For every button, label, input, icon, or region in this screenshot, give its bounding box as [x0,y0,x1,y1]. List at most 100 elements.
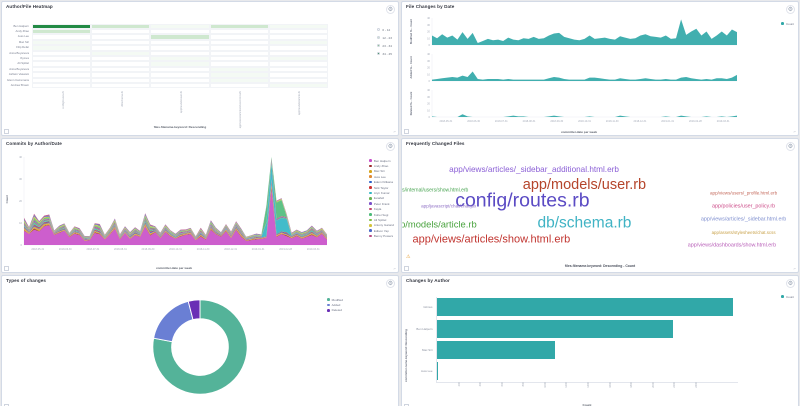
heatmap-cell[interactable] [32,45,92,51]
gear-icon[interactable]: ⚙ [786,5,795,14]
legend-item[interactable]: Deleted [327,308,343,312]
types-legend[interactable]: Modified Added Deleted [327,298,343,312]
gear-icon[interactable]: ⚙ [386,5,395,14]
commits-legend[interactable]: Ben Halpern Andy Zhao Mac Siri Jess Lee Edem… [369,159,394,238]
heatmap-cell[interactable] [209,82,269,89]
byauthor-bars[interactable] [436,297,738,382]
legend-item[interactable]: Mac Siri [369,169,394,173]
heatmap-cell[interactable] [209,61,269,67]
gear-icon[interactable]: ⚙ [386,279,395,288]
legend-item[interactable]: Ben Halpern [369,159,394,163]
heatmap-cell[interactable] [91,66,151,73]
wordcloud-word[interactable]: app/assets/stylesheets/chat.scss [711,229,776,235]
legend-item[interactable]: Edem Kilikana [369,180,394,184]
heatmap-cell[interactable] [32,39,92,46]
panel-corner-icon[interactable]: ⌐ [393,129,396,134]
heatmap-cell[interactable] [150,50,210,56]
donut-slice[interactable] [187,299,201,320]
heatmap-cell[interactable] [209,45,269,51]
heatmap-cell[interactable] [209,77,269,83]
heatmap-cell[interactable] [32,66,92,73]
legend-item[interactable]: Kayla [369,207,394,211]
heatmap-cell[interactable] [268,28,329,35]
legend-item[interactable]: Kohei Sugi [369,213,394,217]
heatmap-cell[interactable] [91,50,151,56]
heatmap-legend-item[interactable]: 0 - 12 [377,26,392,34]
heatmap-cell[interactable] [32,55,92,62]
heatmap-cell[interactable] [150,55,210,62]
wordcloud-word[interactable]: app/models/user.rb [522,176,647,193]
wordcloud-word[interactable]: app/views/articles/show.html.erb [412,233,571,246]
heatmap-cell[interactable] [209,39,269,46]
gear-icon[interactable]: ⚙ [786,142,795,151]
warning-icon[interactable]: ⚠ [406,254,411,260]
heatmap-cell[interactable] [150,23,210,29]
wordcloud-word[interactable]: app/views/articles/_sidebar.html.erb [700,216,787,223]
wordcloud-word[interactable]: app/views/articles/_sidebar_additional.h… [449,164,619,174]
heatmap-cell[interactable] [268,50,329,56]
donut-chart[interactable] [141,288,259,406]
heatmap-cell[interactable] [32,77,92,83]
heatmap-cell[interactable] [32,50,92,56]
heatmap-cell[interactable] [32,28,92,35]
heatmap-cell[interactable] [209,50,269,56]
donut-slice[interactable] [153,300,194,343]
wordcloud-word[interactable]: app/views/users/_profile.html.erb [709,190,778,196]
heatmap-cell[interactable] [268,66,329,73]
legend-item[interactable]: Aryn Kumar [369,191,394,195]
bar[interactable] [436,340,555,360]
panel-corner-icon[interactable]: ⌐ [393,266,396,271]
panel-resize-handle[interactable] [404,129,409,134]
panel-resize-handle[interactable] [4,266,9,271]
legend-item[interactable]: Edison Yap [369,229,394,233]
panel-corner-icon[interactable]: ⌐ [394,404,396,406]
wordcloud-word[interactable]: app/javascript/chat/chat.jsx [421,204,477,209]
heatmap-cell[interactable] [91,82,151,89]
heatmap-cell[interactable] [91,39,151,46]
commits-chart[interactable]: 0 10 20 30 40 2018-05-31 2018-06-30 2018-07-31 2… [2,147,399,265]
heatmap-cell[interactable] [32,23,92,29]
heatmap-cell[interactable] [32,34,92,40]
bar[interactable] [436,319,674,338]
heatmap-cell[interactable] [91,77,151,83]
gear-icon[interactable]: ⚙ [386,142,395,151]
heatmap-cell[interactable] [268,72,329,78]
heatmap-cell[interactable] [150,34,210,40]
heatmap-legend-item[interactable]: 12 - 23 [377,34,392,42]
wordcloud-word[interactable]: app/policies/user_policy.rb [711,203,776,210]
heatmap-cell[interactable] [150,45,210,51]
wordcloud-word[interactable]: app/views/internal/users/show.html.erb [402,187,469,194]
heatmap-cell[interactable] [91,34,151,40]
legend-item[interactable]: Andy Zhao [369,164,394,168]
heatmap-cell[interactable] [268,34,329,40]
heatmap-cell[interactable] [268,39,329,46]
heatmap-cell[interactable] [150,77,210,83]
heatmap-cell[interactable] [32,72,92,78]
bar[interactable] [436,362,439,381]
legend-item[interactable]: Added [327,303,343,307]
heatmap-legend-item[interactable]: 34 - 45 [377,50,392,58]
heatmap-cell[interactable] [268,61,329,67]
heatmap-cell[interactable] [209,55,269,62]
heatmap-cell[interactable] [209,72,269,78]
heatmap-cell[interactable] [32,82,92,89]
heatmap-cell[interactable] [268,45,329,51]
heatmap-legend-item[interactable]: 23 - 34 [377,42,392,50]
legend-item[interactable]: Ali Spittel [369,218,394,222]
heatmap-cell[interactable] [150,39,210,46]
heatmap-cell[interactable] [91,45,151,51]
legend-item[interactable]: Peter Frank [369,202,394,206]
heatmap-grid[interactable] [32,23,329,89]
heatmap-cell[interactable] [209,66,269,73]
legend-item[interactable]: Antony Garand [369,223,394,227]
heatmap-cell[interactable] [150,28,210,35]
wordcloud-word[interactable]: config/routes.rb [455,189,590,212]
panel-corner-icon[interactable]: ⌐ [793,266,796,271]
panel-corner-icon[interactable]: ⌐ [793,129,796,134]
heatmap-cell[interactable] [209,23,269,29]
heatmap-cell[interactable] [91,72,151,78]
heatmap-cell[interactable] [268,77,329,83]
byauthor-legend[interactable]: Count [781,295,794,299]
panel-resize-handle[interactable] [4,404,9,406]
panel-corner-icon[interactable]: ⌐ [794,404,796,406]
